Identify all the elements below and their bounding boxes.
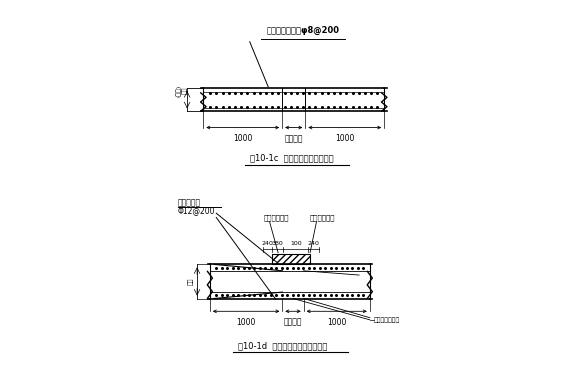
Text: 遇水膨胀止水条: 遇水膨胀止水条 [374, 317, 401, 323]
Text: 卷材保护砖墙: 卷材保护砖墙 [310, 214, 336, 221]
Text: 加混凝土防水: 加混凝土防水 [263, 214, 288, 221]
Text: 后浇带宽: 后浇带宽 [284, 318, 302, 327]
Text: 墙厂: 墙厂 [188, 278, 193, 285]
Text: Φ12@200: Φ12@200 [178, 207, 216, 216]
Text: 380: 380 [271, 241, 283, 246]
Text: 240: 240 [307, 241, 319, 246]
Text: 图10-1d  地下室混凝土外墙后浇带: 图10-1d 地下室混凝土外墙后浇带 [238, 341, 327, 350]
Text: 1000: 1000 [233, 135, 253, 144]
Text: 板板上下各两排φ8@200: 板板上下各两排φ8@200 [266, 26, 340, 35]
Bar [272, 254, 310, 265]
Text: 1000: 1000 [327, 318, 347, 327]
Text: 100: 100 [290, 241, 302, 246]
Text: 图10-1c  模板、混凝土墙后浇带: 图10-1c 模板、混凝土墙后浇带 [250, 153, 333, 162]
Text: (板底): (板底) [175, 84, 181, 96]
Text: 240: 240 [262, 241, 273, 246]
Text: 1000: 1000 [237, 318, 256, 327]
Text: 内外各两排: 内外各两排 [178, 198, 201, 207]
Text: 板面: 板面 [183, 87, 188, 94]
Text: 后浇带宽: 后浇带宽 [284, 135, 303, 144]
Text: 1000: 1000 [335, 135, 354, 144]
